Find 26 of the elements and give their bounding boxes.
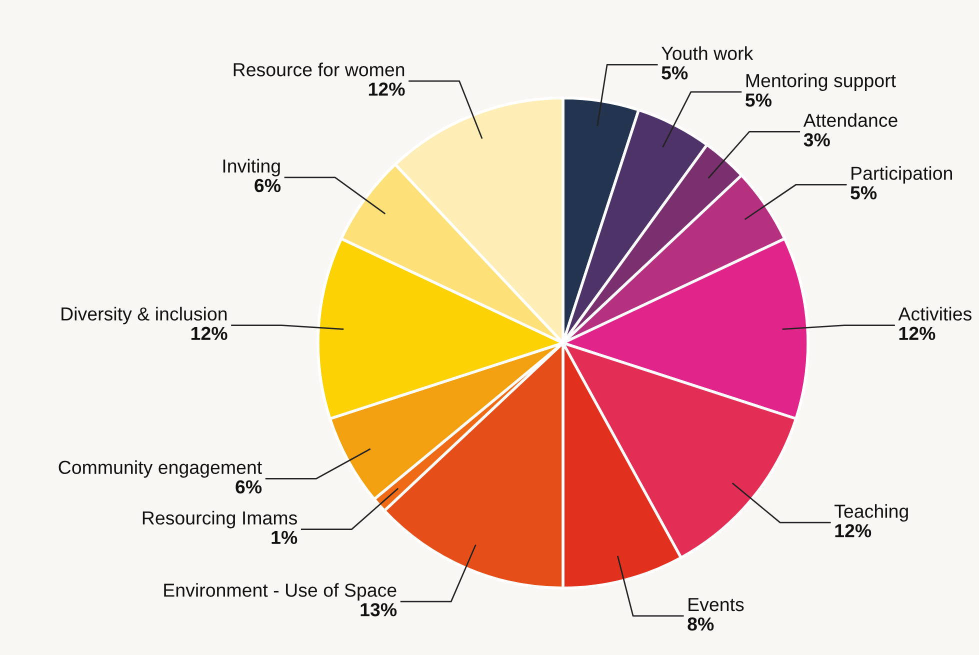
data-label: 12% — [368, 82, 405, 96]
slice-label: Teaching — [834, 504, 908, 522]
slice-label: Environment - Use of Space — [164, 583, 396, 601]
slice-label: Youth work — [661, 46, 754, 60]
data-label: 6% — [236, 480, 262, 494]
data-label: 12% — [899, 326, 936, 340]
data-label: 6% — [254, 178, 281, 192]
slice-label: Events — [688, 598, 744, 612]
slice-label: Community engagement — [58, 460, 262, 478]
slice-label: Attendance — [803, 113, 898, 127]
slice-label: Activities — [898, 306, 972, 321]
slice-label: Resource for women — [234, 62, 404, 76]
data-label: 3% — [804, 133, 830, 146]
slice-label: Participation — [852, 166, 952, 184]
slice-label: Inviting — [223, 158, 280, 176]
data-label: 1% — [272, 530, 298, 544]
slice-label: Mentoring support — [746, 73, 896, 91]
data-label: 13% — [360, 603, 397, 616]
slice-label: Resourcing Imams — [142, 510, 297, 528]
data-label: 5% — [850, 186, 877, 200]
data-label: 12% — [835, 524, 872, 538]
slice-label: Diversity & inclusion — [62, 306, 227, 324]
data-label: 5% — [662, 66, 688, 80]
data-label: 12% — [191, 326, 228, 340]
data-label: 8% — [688, 617, 714, 631]
data-label: 5% — [745, 94, 772, 107]
